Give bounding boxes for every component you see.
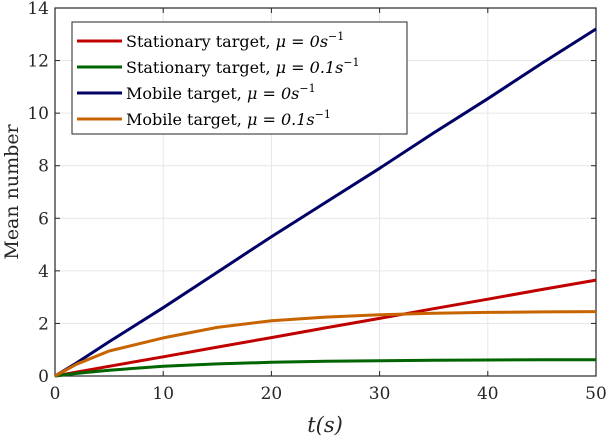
series-line-2 <box>54 27 597 378</box>
x-axis-label: t(s) <box>307 413 343 437</box>
y-tick-label: 8 <box>38 157 49 177</box>
y-tick-label: 6 <box>38 209 49 229</box>
y-tick-label: 2 <box>38 314 49 334</box>
series-lines <box>54 27 597 378</box>
x-tick-label: 0 <box>50 384 61 404</box>
legend-entry: Mobile target, μ = 0.1s−1 <box>126 108 331 129</box>
axis-ticks: 0 10 20 30 40 50 0 2 4 6 8 10 12 14 <box>27 0 606 404</box>
legend: Stationary target, μ = 0s−1 Stationary ta… <box>71 21 408 135</box>
series-line-3 <box>54 310 597 378</box>
series-line-1 <box>54 358 596 378</box>
legend-entry: Stationary target, μ = 0.1s−1 <box>126 56 360 77</box>
y-tick-label: 12 <box>27 52 49 72</box>
series-line-0 <box>54 278 597 378</box>
plot-area <box>54 7 597 377</box>
legend-entry: Stationary target, μ = 0s−1 <box>126 30 344 51</box>
x-tick-label: 30 <box>369 384 391 404</box>
y-tick-label: 0 <box>38 367 49 387</box>
x-tick-label: 20 <box>261 384 283 404</box>
y-tick-label: 10 <box>27 104 49 124</box>
y-tick-label: 14 <box>27 0 49 19</box>
y-axis-label: Mean number <box>1 123 23 259</box>
x-tick-label: 10 <box>152 384 174 404</box>
x-tick-label: 50 <box>585 384 607 404</box>
legend-entry: Mobile target, μ = 0s−1 <box>126 82 316 103</box>
y-tick-label: 4 <box>38 262 49 282</box>
x-tick-label: 40 <box>477 384 499 404</box>
